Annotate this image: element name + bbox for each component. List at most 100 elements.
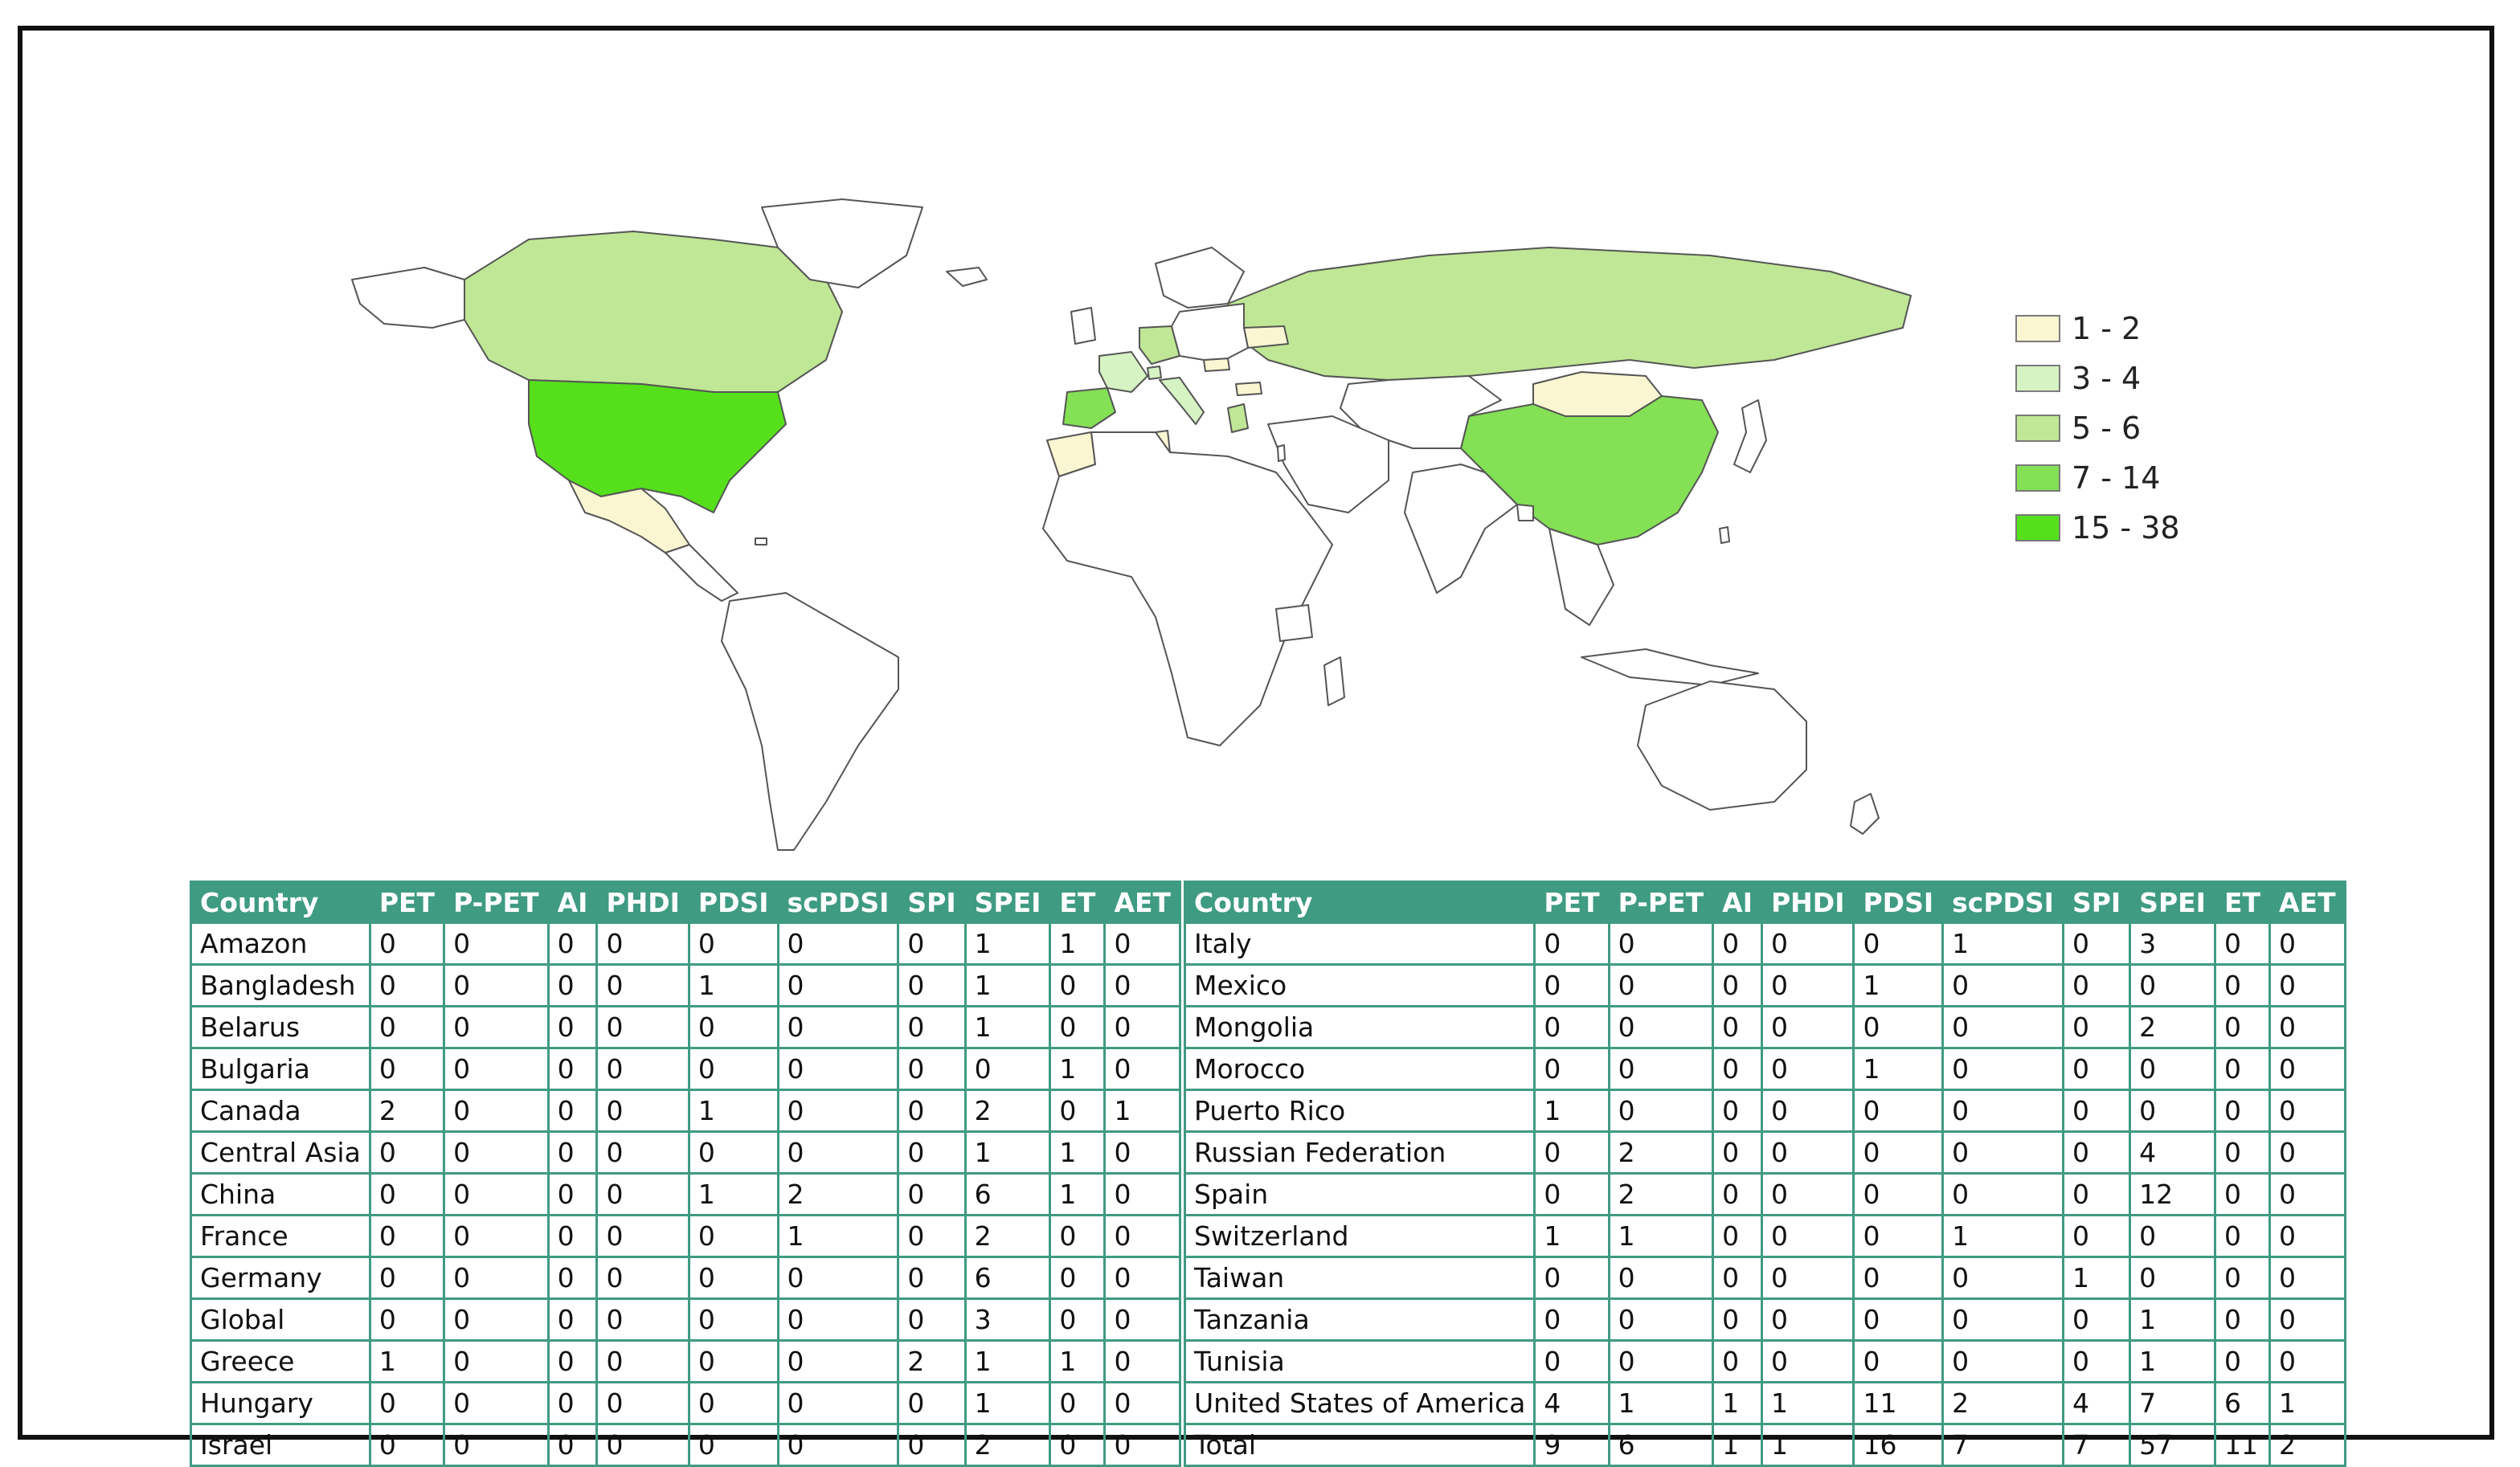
map-region	[665, 544, 738, 602]
value-cell: 1	[368, 1339, 446, 1383]
value-cell: 0	[546, 1256, 599, 1300]
map-region	[1227, 247, 1912, 381]
value-cell: 0	[2129, 963, 2216, 1007]
map-region	[528, 379, 787, 513]
country-cell: Germany	[190, 1256, 371, 1300]
value-cell: 0	[1533, 921, 1610, 966]
table-header-cell: ET	[2213, 881, 2272, 924]
value-cell: 0	[2268, 963, 2346, 1007]
value-cell: 0	[2061, 1297, 2132, 1342]
value-cell: 0	[443, 963, 550, 1007]
value-cell: 0	[1712, 1256, 1763, 1300]
value-cell: 2	[776, 1172, 900, 1216]
value-cell: 0	[443, 1047, 550, 1091]
value-cell: 0	[2061, 1172, 2132, 1216]
country-cell: Taiwan	[1183, 1256, 1536, 1300]
value-cell: 0	[1760, 1339, 1855, 1383]
table-header-cell: AI	[546, 881, 599, 924]
value-cell: 0	[368, 1130, 446, 1175]
value-cell: 0	[1941, 1089, 2064, 1133]
value-cell: 0	[443, 1256, 550, 1300]
value-cell: 1	[1049, 1047, 1107, 1091]
value-cell: 1	[687, 1089, 779, 1133]
table-row: United States of America 4 1 1 1 11 2 4 7 6 1	[1183, 1381, 2346, 1425]
value-cell: 0	[2061, 1047, 2132, 1091]
value-cell: 0	[1103, 1172, 1182, 1216]
value-cell: 1	[1533, 1214, 1610, 1258]
value-cell: 0	[1103, 1047, 1182, 1091]
value-cell: 0	[368, 921, 446, 966]
value-cell: 0	[776, 963, 900, 1007]
value-cell: 0	[1607, 1089, 1715, 1133]
country-cell: Israel	[190, 1423, 371, 1467]
value-cell: 0	[1941, 1047, 2064, 1091]
table-header-cell: PHDI	[595, 881, 690, 924]
value-cell: 0	[546, 1047, 599, 1091]
table-row: Puerto Rico 1 0 0 0 0 0 0 0 0 0	[1183, 1089, 2346, 1133]
value-cell: 0	[443, 1423, 550, 1467]
country-cell: United States of America	[1183, 1381, 1536, 1425]
value-cell: 0	[687, 1297, 779, 1342]
value-cell: 0	[1712, 1047, 1763, 1091]
country-cell: Mongolia	[1183, 1005, 1536, 1049]
value-cell: 0	[546, 1130, 599, 1175]
table-header-cell: AET	[1103, 881, 1182, 924]
table-row: Mongolia 0 0 0 0 0 0 0 2 0 0	[1183, 1005, 2346, 1049]
map-region	[1275, 604, 1313, 642]
value-cell: 0	[2213, 963, 2272, 1007]
value-cell: 0	[1760, 1297, 1855, 1342]
value-cell: 0	[1712, 1130, 1763, 1175]
table-row: Mexico 0 0 0 0 1 0 0 0 0 0	[1183, 963, 2346, 1007]
value-cell: 0	[1941, 963, 2064, 1007]
value-cell: 16	[1852, 1423, 1945, 1467]
value-cell: 0	[2268, 1005, 2346, 1049]
value-cell: 3	[2129, 921, 2216, 966]
legend-label: 1 - 2	[2072, 311, 2142, 346]
value-cell: 0	[1103, 1214, 1182, 1258]
table-row: France 0 0 0 0 0 1 0 2 0 0	[190, 1214, 1182, 1258]
value-cell: 0	[897, 1047, 967, 1091]
table-header-cell: P-PET	[1607, 881, 1715, 924]
value-cell: 1	[963, 1005, 1052, 1049]
country-cell: Global	[190, 1297, 371, 1342]
value-cell: 1	[1760, 1423, 1855, 1467]
value-cell: 0	[595, 1423, 690, 1467]
value-cell: 0	[368, 1005, 446, 1049]
value-cell: 0	[2061, 921, 2132, 966]
value-cell: 1	[1852, 963, 1945, 1007]
value-cell: 0	[776, 1423, 900, 1467]
country-cell: Russian Federation	[1183, 1130, 1536, 1175]
value-cell: 0	[897, 1214, 967, 1258]
map-region	[1139, 325, 1180, 365]
value-cell: 6	[963, 1172, 1052, 1216]
map-region	[1340, 375, 1502, 449]
value-cell: 0	[1049, 1381, 1107, 1425]
value-cell: 6	[1607, 1423, 1715, 1467]
value-cell: 6	[963, 1256, 1052, 1300]
value-cell: 0	[546, 1339, 599, 1383]
value-cell: 0	[1607, 1256, 1715, 1300]
value-cell: 0	[687, 1005, 779, 1049]
legend-swatch	[2015, 315, 2060, 342]
value-cell: 0	[1103, 1297, 1182, 1342]
country-cell: Amazon	[190, 921, 371, 966]
value-cell: 0	[1760, 1256, 1855, 1300]
country-cell: Morocco	[1183, 1047, 1536, 1091]
value-cell: 0	[1103, 963, 1182, 1007]
value-cell: 0	[1103, 1130, 1182, 1175]
value-cell: 0	[1049, 1089, 1107, 1133]
value-cell: 4	[2129, 1130, 2216, 1175]
table-row: Greece 1 0 0 0 0 0 2 1 1 0	[190, 1339, 1182, 1383]
value-cell: 0	[687, 1047, 779, 1091]
value-cell: 0	[2213, 1047, 2272, 1091]
map-region	[1850, 793, 1880, 835]
value-cell: 0	[1852, 1172, 1945, 1216]
value-cell: 0	[1941, 1339, 2064, 1383]
value-cell: 0	[2268, 1172, 2346, 1216]
value-cell: 0	[1712, 1005, 1763, 1049]
value-cell: 0	[687, 921, 779, 966]
value-cell: 2	[963, 1089, 1052, 1133]
country-cell: Total	[1183, 1423, 1536, 1467]
map-region	[1243, 325, 1289, 349]
value-cell: 0	[2213, 1089, 2272, 1133]
